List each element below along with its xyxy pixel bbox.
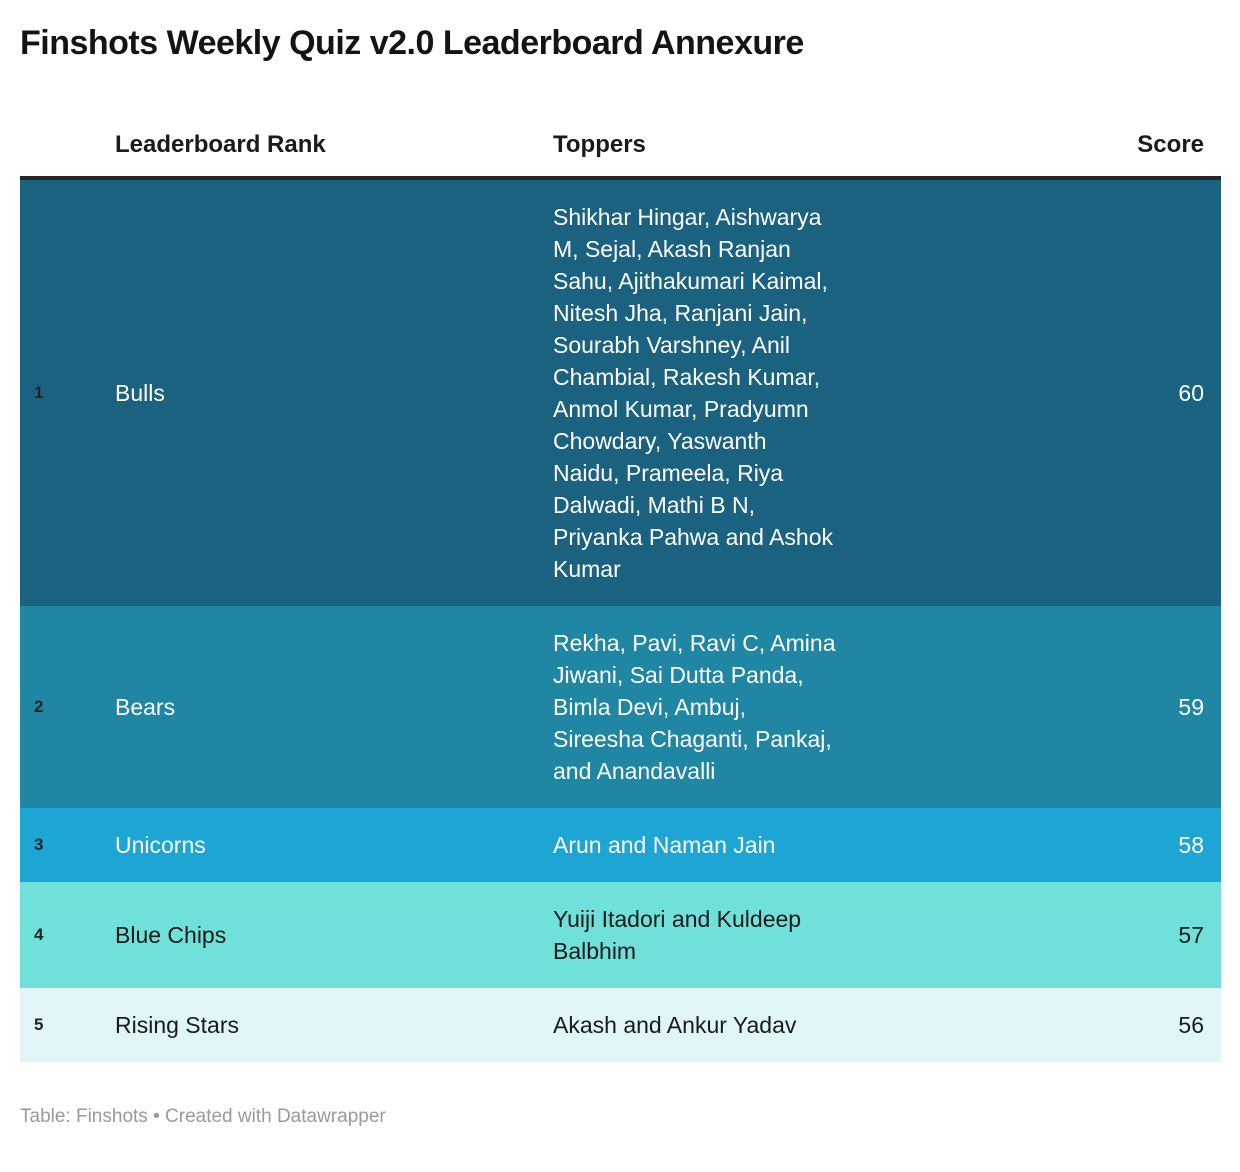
score-cell: 56: [1178, 1012, 1204, 1038]
table-footer: Table: Finshots • Created with Datawrapp…: [20, 1105, 1240, 1129]
team-cell: Unicorns: [115, 832, 206, 858]
team-cell: Bulls: [115, 380, 165, 406]
attribution-link[interactable]: Created with Datawrapper: [165, 1106, 386, 1127]
table-body: 1 Bulls Shikhar Hingar, Aishwarya M, Sej…: [20, 180, 1221, 1062]
score-cell: 59: [1178, 694, 1204, 720]
toppers-cell: Yuiji Itadori and Kuldeep Balbhim: [553, 906, 802, 964]
page-title: Finshots Weekly Quiz v2.0 Leaderboard An…: [20, 24, 804, 62]
score-cell: 60: [1178, 380, 1204, 406]
table-row: 3 Unicorns Arun and Naman Jain 58: [20, 808, 1221, 882]
toppers-cell: Rekha, Pavi, Ravi C, Amina Jiwani, Sai D…: [553, 630, 836, 784]
table-header-row: Leaderboard Rank Toppers Score: [20, 131, 1221, 180]
table-row: 2 Bears Rekha, Pavi, Ravi C, Amina Jiwan…: [20, 606, 1221, 808]
team-cell: Rising Stars: [115, 1012, 239, 1038]
rank-cell: 4: [34, 925, 44, 944]
rank-cell: 3: [34, 835, 44, 854]
rank-cell: 2: [34, 697, 44, 716]
toppers-cell: Arun and Naman Jain: [553, 832, 776, 858]
score-cell: 57: [1178, 922, 1204, 948]
table-row: 5 Rising Stars Akash and Ankur Yadav 56: [20, 988, 1221, 1062]
table-row: 4 Blue Chips Yuiji Itadori and Kuldeep B…: [20, 882, 1221, 988]
team-cell: Bears: [115, 694, 176, 720]
score-cell: 58: [1178, 832, 1204, 858]
rank-cell: 5: [34, 1015, 44, 1034]
footer-separator: •: [153, 1106, 160, 1127]
toppers-cell: Shikhar Hingar, Aishwarya M, Sejal, Akas…: [553, 204, 834, 582]
datawrapper-table-widget: Finshots Weekly Quiz v2.0 Leaderboard An…: [0, 24, 1240, 1129]
column-header-leaderboard-rank: Leaderboard Rank: [115, 131, 326, 158]
team-cell: Blue Chips: [115, 922, 227, 948]
rank-cell: 1: [34, 383, 44, 402]
table-row: 1 Bulls Shikhar Hingar, Aishwarya M, Sej…: [20, 180, 1221, 606]
leaderboard-table: Leaderboard Rank Toppers Score 1 Bulls S…: [20, 131, 1221, 1062]
toppers-cell: Akash and Ankur Yadav: [553, 1012, 797, 1038]
column-header-toppers: Toppers: [553, 131, 646, 158]
column-header-score: Score: [1137, 131, 1204, 158]
source-label: Table:: [20, 1106, 71, 1127]
source-link[interactable]: Finshots: [75, 1106, 148, 1127]
